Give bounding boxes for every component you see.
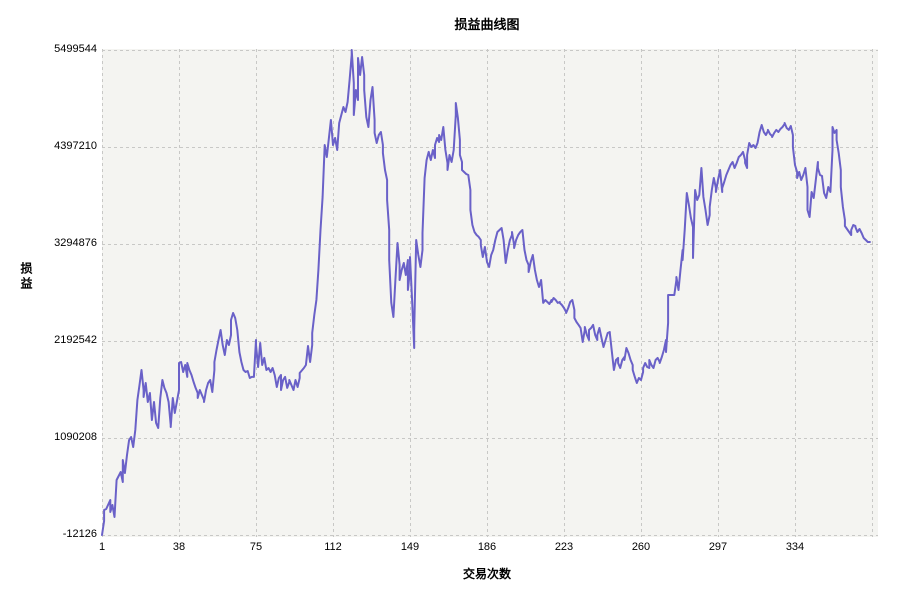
x-tick-label: 334 — [785, 541, 805, 553]
x-tick-label: 149 — [400, 541, 420, 553]
chart-title: 损益曲线图 — [454, 17, 520, 32]
x-tick-label: 112 — [324, 541, 342, 553]
y-axis-title: 损益 — [19, 262, 33, 292]
y-tick-label: 1090208 — [54, 431, 97, 443]
y-tick-label: 4397210 — [54, 140, 97, 152]
x-axis-title: 交易次数 — [462, 567, 511, 581]
y-tick-label: 5499544 — [54, 43, 97, 55]
x-tick-label: 1 — [98, 541, 106, 553]
x-tick-label: 223 — [554, 541, 574, 553]
x-tick-label: 186 — [477, 541, 497, 553]
x-tick-label: 260 — [631, 541, 651, 553]
plot-background — [102, 49, 878, 537]
y-tick-label: -12126 — [62, 528, 97, 540]
y-tick-label: 3294876 — [54, 237, 97, 249]
x-tick-label: 297 — [708, 541, 728, 553]
profit-curve-line — [101, 49, 871, 536]
x-tick-label: 75 — [249, 541, 263, 553]
y-tick-label: 2192542 — [54, 334, 97, 346]
x-tick-label: 38 — [172, 541, 186, 553]
